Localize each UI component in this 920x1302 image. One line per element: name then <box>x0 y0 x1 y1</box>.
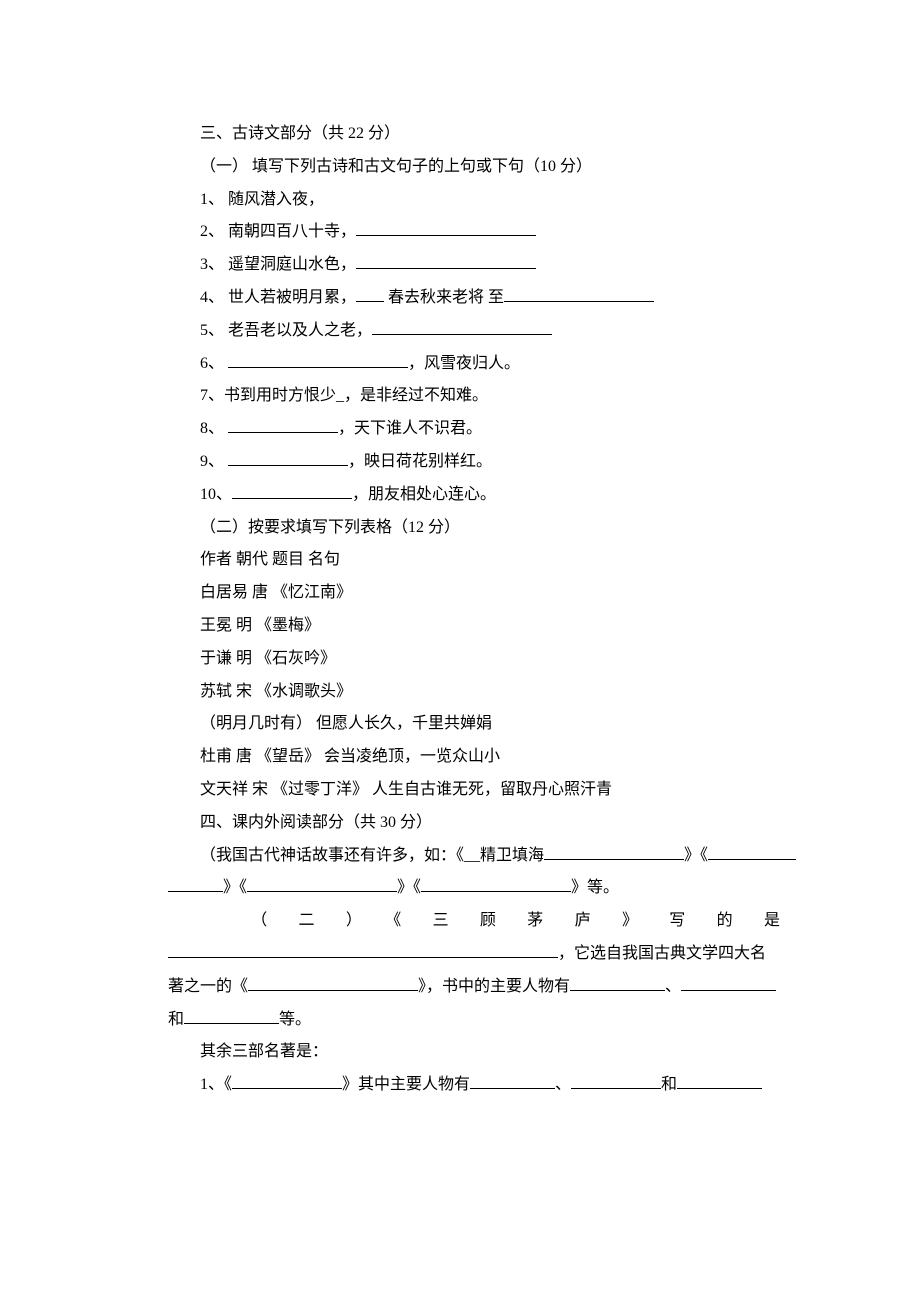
s4-p2-blank1[interactable] <box>168 941 558 958</box>
s4-p4-blank2[interactable] <box>470 1072 555 1089</box>
s4-p4-b: 》其中主要人物有 <box>342 1076 470 1093</box>
s4-p4: 1、《 》其中主要人物有 、 和 <box>168 1069 780 1102</box>
q6-suf: ，风雪夜归人。 <box>408 355 520 372</box>
s4-p2-blank2[interactable] <box>248 974 418 991</box>
q8: 8、 ，天下谁人不识君。 <box>168 413 780 446</box>
q4-blank2[interactable] <box>504 285 654 302</box>
section3-title: 三、古诗文部分（共 22 分） <box>168 118 780 151</box>
s4-p2-b1: 著之一的《 <box>168 978 248 995</box>
s4-p2-c1: 和 <box>168 1011 184 1028</box>
table-row-1: 白居易 唐 《忆江南》 <box>168 577 780 610</box>
s4-p2-blank3[interactable] <box>570 974 665 991</box>
q4-mid: 春去秋来老将 至 <box>384 289 504 306</box>
q2-blank[interactable] <box>356 219 536 236</box>
document-page: 三、古诗文部分（共 22 分） （一） 填写下列古诗和古文句子的上句或下句（10… <box>0 0 920 1182</box>
s4-p1-line1: （我国古代神话故事还有许多，如：《__精卫填海 》《 <box>168 840 780 873</box>
s4-p1-e: 》等。 <box>571 879 619 896</box>
s4-p1-line2: 》《 》《 》等。 <box>168 872 780 905</box>
q4-blank1[interactable] <box>356 285 384 302</box>
s4-p1-blank1[interactable] <box>544 843 684 860</box>
table-row-6: 杜甫 唐 《望岳》 会当凌绝顶，一览众山小 <box>168 741 780 774</box>
s4-p4-blank3[interactable] <box>571 1072 661 1089</box>
s4-p4-a: 1、《 <box>200 1076 232 1093</box>
s4-p4-d: 和 <box>661 1076 677 1093</box>
q10-blank[interactable] <box>232 482 352 499</box>
q10-pre: 10、 <box>200 486 232 503</box>
q1-pre: 1、 随风潜入夜， <box>200 191 324 208</box>
q3-pre: 3、 遥望洞庭山水色， <box>200 256 356 273</box>
q5: 5、 老吾老以及人之老， <box>168 315 780 348</box>
q4: 4、 世人若被明月累， 春去秋来老将 至 <box>168 282 780 315</box>
table-row-4: 苏轼 宋 《水调歌头》 <box>168 676 780 709</box>
q9-blank[interactable] <box>228 449 348 466</box>
sub1-title: （一） 填写下列古诗和古文句子的上句或下句（10 分） <box>168 151 780 184</box>
s4-p2-line4: 和 等。 <box>168 1004 780 1037</box>
s4-p1-blank2a[interactable] <box>708 843 796 860</box>
q3-blank[interactable] <box>356 252 536 269</box>
section4-title: 四、课内外阅读部分（共 30 分） <box>168 807 780 840</box>
q9-pre: 9、 <box>200 453 228 470</box>
q8-pre: 8、 <box>200 420 228 437</box>
s4-p2-c2: 等。 <box>279 1011 311 1028</box>
q2: 2、 南朝四百八十寺， <box>168 216 780 249</box>
s4-p2-header: （二）《三顾茅庐》写的是 <box>168 905 780 938</box>
s4-p2-b3: 、 <box>665 978 681 995</box>
s4-p1-c: 》《 <box>223 879 247 896</box>
q8-blank[interactable] <box>228 416 338 433</box>
s4-p4-blank4[interactable] <box>677 1072 762 1089</box>
s4-p1-blank4[interactable] <box>421 875 571 892</box>
q6: 6、 ，风雪夜归人。 <box>168 348 780 381</box>
s4-p1-a: （我国古代神话故事还有许多，如：《__精卫填海 <box>200 847 544 864</box>
q5-pre: 5、 老吾老以及人之老， <box>200 322 372 339</box>
q2-pre: 2、 南朝四百八十寺， <box>200 223 356 240</box>
s4-p1-d: 》《 <box>397 879 421 896</box>
q7: 7、书到用时方恨少_，是非经过不知难。 <box>168 380 780 413</box>
q3: 3、 遥望洞庭山水色， <box>168 249 780 282</box>
s4-p4-c: 、 <box>555 1076 571 1093</box>
s4-p4-blank1[interactable] <box>232 1072 342 1089</box>
table-header: 作者 朝代 题目 名句 <box>168 544 780 577</box>
table-row-5: （明月几时有） 但愿人长久，千里共婵娟 <box>168 708 780 741</box>
s4-p2-line3: 著之一的《 》，书中的主要人物有 、 <box>168 971 780 1004</box>
q9: 9、 ，映日荷花别样红。 <box>168 446 780 479</box>
q10: 10、 ，朋友相处心连心。 <box>168 479 780 512</box>
s4-p1-blank3[interactable] <box>247 875 397 892</box>
q6-blank[interactable] <box>228 351 408 368</box>
q4-pre: 4、 世人若被明月累， <box>200 289 356 306</box>
table-row-3: 于谦 明 《石灰吟》 <box>168 643 780 676</box>
s4-p2-b2: 》，书中的主要人物有 <box>418 978 570 995</box>
q8-suf: ，天下谁人不识君。 <box>338 420 482 437</box>
q10-suf: ，朋友相处心连心。 <box>352 486 496 503</box>
q1: 1、 随风潜入夜， <box>168 184 780 217</box>
q9-suf: ，映日荷花别样红。 <box>348 453 492 470</box>
s4-p2-line2: ，它选自我国古典文学四大名 <box>168 938 780 971</box>
s4-p2-blank5[interactable] <box>184 1007 279 1024</box>
s4-p2-a2: ，它选自我国古典文学四大名 <box>558 945 766 962</box>
q6-pre: 6、 <box>200 355 228 372</box>
q5-blank[interactable] <box>372 318 552 335</box>
s4-p1-b: 》《 <box>684 847 708 864</box>
table-row-2: 王冕 明 《墨梅》 <box>168 610 780 643</box>
sub2-title: （二）按要求填写下列表格（12 分） <box>168 512 780 545</box>
s4-p2-blank4[interactable] <box>681 974 776 991</box>
s4-p1-blank2b[interactable] <box>168 875 223 892</box>
table-row-7: 文天祥 宋 《过零丁洋》 人生自古谁无死，留取丹心照汗青 <box>168 774 780 807</box>
s4-p3: 其余三部名著是： <box>168 1036 780 1069</box>
